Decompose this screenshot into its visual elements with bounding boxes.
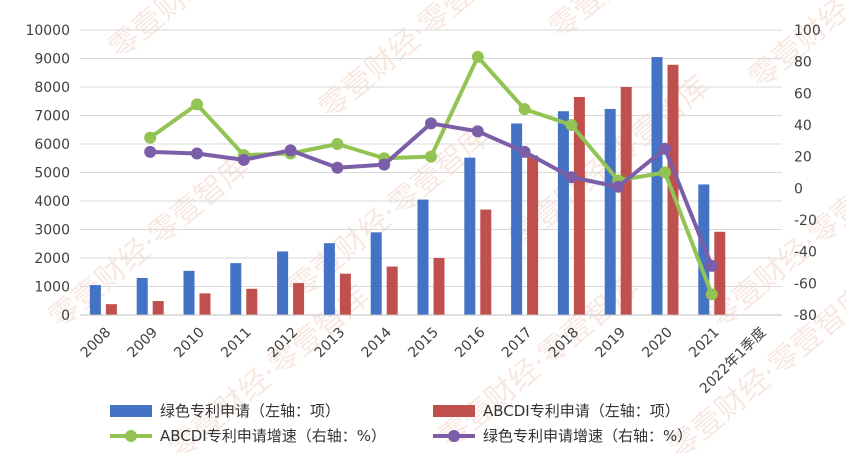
legend-marker [125,430,137,442]
bar [557,111,569,315]
legend-label: 绿色专利申请增速（右轴：%） [483,427,692,445]
y-left-tick-label: 3000 [34,223,70,239]
y-left-tick-label: 2000 [34,251,70,267]
bar [293,283,305,315]
legend-swatch [433,405,475,417]
bar [433,258,445,315]
bar [277,251,289,315]
line-point [425,150,437,163]
y-right-tick-label: 60 [794,86,812,102]
legend: 绿色专利申请（左轴：项） ABCDI专利申请（左轴：项） ABCDI专利申请增速（右… [110,402,692,445]
line-point [144,131,157,144]
legend-label: 绿色专利申请（左轴：项） [160,402,340,420]
line-point [331,161,344,174]
line-point [378,158,391,171]
watermark-text: 零壹财经·零壹智库 [43,149,257,336]
x-tick-label: 2011 [218,325,255,362]
line-point [565,119,578,131]
y-right-tick-label: -80 [794,308,817,324]
line-point [144,145,157,158]
y-left-tick-label: 6000 [34,137,70,153]
bar [183,270,195,315]
x-tick-label: 2008 [78,325,115,362]
watermark-text: 零壹财经·零壹智库 [743,0,846,96]
watermark-text: 零壹财经·零壹智库 [103,0,317,66]
legend-marker [448,430,460,442]
bar [136,277,148,315]
bar [464,157,476,315]
line-point [425,117,437,130]
y-left-tick-label: 5000 [34,166,70,182]
x-tick-label: 2016 [452,324,489,361]
y-right-tick-label: 80 [794,55,812,71]
bar [604,108,616,315]
line-point [284,144,297,157]
line-point [191,98,203,111]
legend-label: ABCDI专利申请（左轴：项） [483,402,680,420]
bar [651,57,663,315]
bar [89,285,101,315]
x-tick-label: 2021 [686,325,723,362]
line-point [659,166,671,179]
x-tick-label: 2020 [639,325,676,362]
bar [152,301,164,315]
line-point [331,138,344,150]
line-point [518,145,531,158]
bar [573,96,585,315]
line-point [565,171,578,184]
line-point [471,50,484,63]
legend-label: ABCDI专利申请增速（右轴：%） [160,427,386,445]
y-left-tick-label: 4000 [34,194,70,210]
x-tick-label: 2010 [171,325,208,362]
line-point [237,153,250,166]
line-point [191,147,203,160]
bar [199,293,211,315]
bar [480,209,492,315]
y-left-tick-label: 0 [61,308,70,324]
y-right-tick-label: -40 [794,245,817,261]
bar [230,263,242,315]
y-left-tick-label: 7000 [34,109,70,125]
y-left-tick-label: 10000 [25,23,70,39]
y-right-tick-label: 0 [794,181,803,197]
y-right-tick-label: 20 [794,150,812,166]
bar [714,231,726,315]
bar [370,232,382,315]
x-tick-label: 2014 [359,324,396,361]
bar [386,266,398,315]
x-tick-label: 2009 [125,325,162,362]
bar [246,288,258,315]
y-right-tick-label: 100 [794,23,821,39]
line-point [518,103,531,116]
line-point [705,288,718,301]
bar [417,199,429,315]
watermark-text: 零壹财经·零壹智库 [543,0,757,46]
bar [527,155,539,315]
lines [144,50,718,301]
y-left-tick-label: 8000 [34,80,70,96]
legend-swatch [110,405,152,417]
line-point [471,125,484,138]
y-left-tick-label: 9000 [34,52,70,68]
bar [339,273,351,315]
line-point [659,142,671,155]
y-right-tick-label: 40 [794,118,812,134]
bar [105,304,117,315]
y-right-tick-label: -60 [794,276,817,292]
bar [620,87,632,315]
x-tick-label: 2015 [405,325,442,362]
line-point [612,180,625,193]
watermark-text: 零壹财经·零壹智库 [313,0,527,126]
y-right-tick-label: -20 [794,213,817,229]
bar [323,243,335,315]
y-left-tick-label: 1000 [34,280,70,296]
bar [511,123,523,315]
line-point [705,259,718,272]
